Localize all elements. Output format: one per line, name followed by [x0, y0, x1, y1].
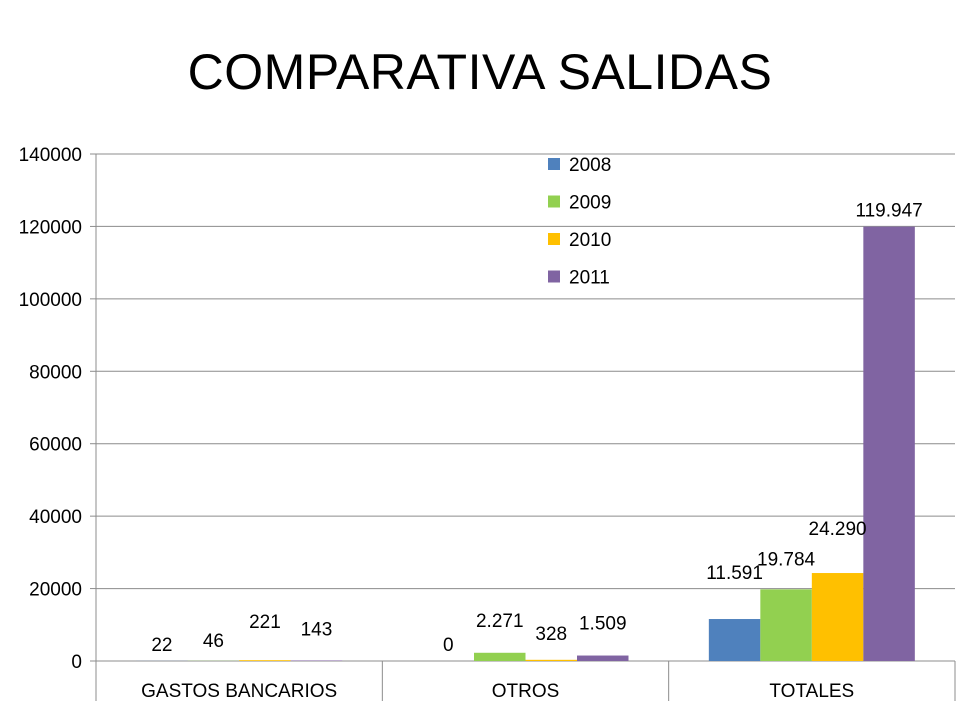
- data-label: 1.509: [579, 614, 627, 635]
- data-label: 24.290: [809, 519, 867, 540]
- y-tick-label: 40000: [29, 507, 82, 528]
- bar-2008-2: [708, 619, 761, 661]
- x-tick-label: OTROS: [492, 681, 560, 702]
- data-label: 19.784: [757, 549, 816, 570]
- data-label: 11.591: [706, 563, 763, 584]
- bar-2011-1: [577, 655, 629, 661]
- x-tick-label: GASTOS BANCARIOS: [141, 681, 337, 702]
- data-label: 0: [443, 635, 454, 656]
- bar-2011-0: [290, 660, 343, 661]
- data-label: 2.271: [476, 611, 524, 632]
- bar-2010-0: [239, 660, 291, 661]
- y-tick-label: 100000: [19, 290, 82, 311]
- data-label: 119.947: [855, 201, 922, 222]
- bar-2010-1: [525, 659, 577, 661]
- legend-swatch-2009: [548, 195, 560, 208]
- legend-label: 2010: [569, 230, 611, 251]
- data-label: 143: [301, 619, 333, 640]
- data-label: 22: [151, 635, 172, 656]
- data-label: 46: [203, 631, 224, 652]
- gridlines: [96, 153, 955, 590]
- y-tick-label: 140000: [19, 145, 82, 166]
- data-label: 221: [249, 612, 281, 633]
- legend: 2008 2009 2010 2011: [548, 155, 611, 289]
- y-tick-label: 60000: [29, 435, 82, 456]
- legend-swatch-2010: [548, 233, 560, 245]
- chart-title: COMPARATIVA SALIDAS: [187, 44, 773, 100]
- legend-swatch-2008: [548, 158, 560, 170]
- y-tick-label: 80000: [29, 362, 82, 383]
- legend-label: 2009: [569, 193, 611, 214]
- legend-label: 2011: [569, 268, 610, 289]
- data-label: 328: [535, 624, 567, 645]
- y-tick-label: 0: [71, 652, 82, 673]
- legend-label: 2008: [569, 155, 611, 176]
- x-tick-label: TOTALES: [769, 681, 854, 702]
- bar-2010-2: [811, 573, 864, 661]
- y-tick-label: 20000: [29, 580, 82, 601]
- bar-2011-2: [863, 226, 915, 661]
- legend-swatch-2011: [548, 270, 560, 283]
- y-tick-label: 120000: [19, 217, 82, 238]
- axes: 0 20000 40000 60000 80000 100000 120000 140000 G…: [19, 145, 956, 702]
- bar-2009-1: [474, 652, 526, 661]
- bar-2009-2: [760, 589, 812, 661]
- bars: [136, 226, 915, 661]
